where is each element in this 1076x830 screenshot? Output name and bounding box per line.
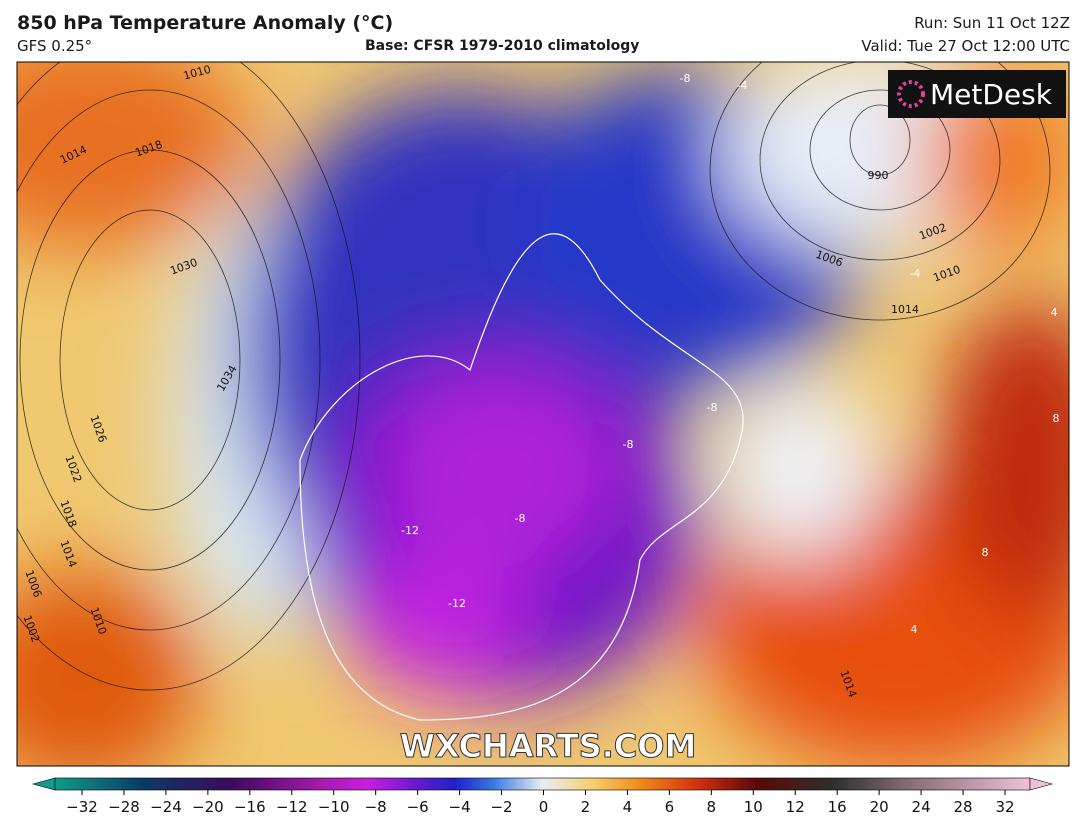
colorbar-tick-label: −10: [318, 798, 350, 816]
title: 850 hPa Temperature Anomaly (°C): [17, 12, 394, 34]
colorbar-tick-label: −4: [449, 798, 471, 816]
colorbar-tick-label: 12: [786, 798, 805, 816]
colorbar-tick-label: 28: [953, 798, 972, 816]
colorbar-tick-label: 10: [744, 798, 763, 816]
colorbar-tick-label: 24: [912, 798, 931, 816]
contour-label: -8: [623, 438, 634, 451]
colorbar-tick-label: −20: [192, 798, 224, 816]
valid: Valid: Tue 27 Oct 12:00 UTC: [861, 37, 1070, 55]
colorbar-tick-label: −28: [108, 798, 140, 816]
anomaly-field: [17, 62, 1069, 766]
logo-box: [888, 70, 1066, 118]
colorbar-tick-label: 16: [828, 798, 847, 816]
colorbar-tick-label: 32: [995, 798, 1014, 816]
colorbar-tick-label: −2: [490, 798, 512, 816]
logo: MetDesk: [930, 78, 1053, 111]
colorbar-tick-label: 8: [707, 798, 717, 816]
colorbar-tick-label: 6: [665, 798, 675, 816]
contour-label: 8: [982, 546, 989, 559]
contour-label: 4: [1051, 306, 1058, 319]
run: Run: Sun 11 Oct 12Z: [914, 14, 1070, 32]
contour-label: -12: [448, 597, 466, 610]
colorbar-tick-label: −12: [276, 798, 308, 816]
colorbar-tick-label: −24: [150, 798, 182, 816]
colorbar-tick-label: −6: [407, 798, 429, 816]
contour-label: 4: [911, 623, 918, 636]
contour-label: -12: [401, 524, 419, 537]
colorbar: [54, 777, 1031, 791]
model: GFS 0.25°: [17, 37, 93, 55]
contour-label: -8: [515, 512, 526, 525]
colorbar-tick-label: −8: [365, 798, 387, 816]
colorbar-tick-label: 20: [870, 798, 889, 816]
colorbar-tick-label: −16: [234, 798, 266, 816]
contour-label: 990: [868, 169, 889, 182]
contour-label: -8: [707, 401, 718, 414]
base: Base: CFSR 1979-2010 climatology: [365, 38, 640, 54]
watermark: WXCHARTS.COM: [400, 727, 697, 765]
contour-label: -8: [680, 72, 691, 85]
colorbar-tick-label: −32: [66, 798, 98, 816]
colorbar-tick-label: 2: [581, 798, 591, 816]
colorbar-tick-label: 4: [623, 798, 633, 816]
contour-label: 8: [1053, 412, 1060, 425]
contour-label: -4: [737, 79, 748, 92]
colorbar-tick-label: 0: [539, 798, 549, 816]
contour-label: -4: [910, 267, 921, 280]
contour-label: 1014: [891, 303, 919, 316]
